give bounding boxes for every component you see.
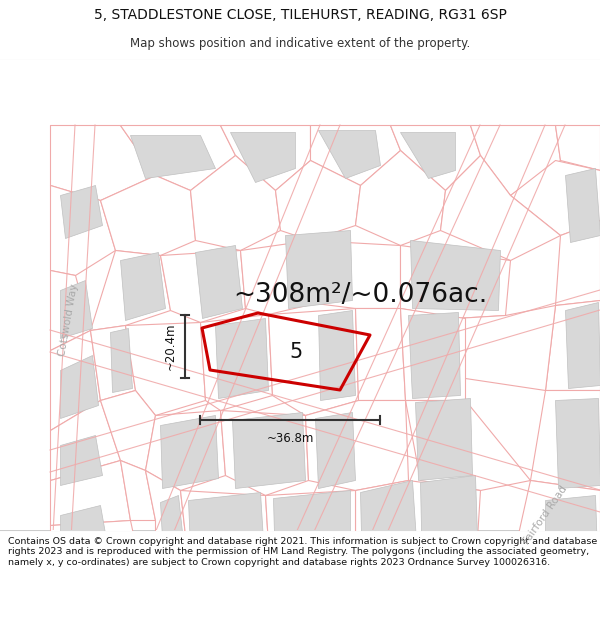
Text: ~308m²/~0.076ac.: ~308m²/~0.076ac. <box>233 282 487 308</box>
Text: ~20.4m: ~20.4m <box>164 322 177 370</box>
Text: Cotswold Way: Cotswold Way <box>57 283 79 357</box>
Text: 5, STADDLESTONE CLOSE, TILEHURST, READING, RG31 6SP: 5, STADDLESTONE CLOSE, TILEHURST, READIN… <box>94 8 506 22</box>
Text: ~36.8m: ~36.8m <box>266 432 314 445</box>
Text: Fairford Road: Fairford Road <box>521 484 569 546</box>
Text: 5: 5 <box>289 342 302 362</box>
Text: Map shows position and indicative extent of the property.: Map shows position and indicative extent… <box>130 37 470 50</box>
Text: Contains OS data © Crown copyright and database right 2021. This information is : Contains OS data © Crown copyright and d… <box>8 537 597 567</box>
